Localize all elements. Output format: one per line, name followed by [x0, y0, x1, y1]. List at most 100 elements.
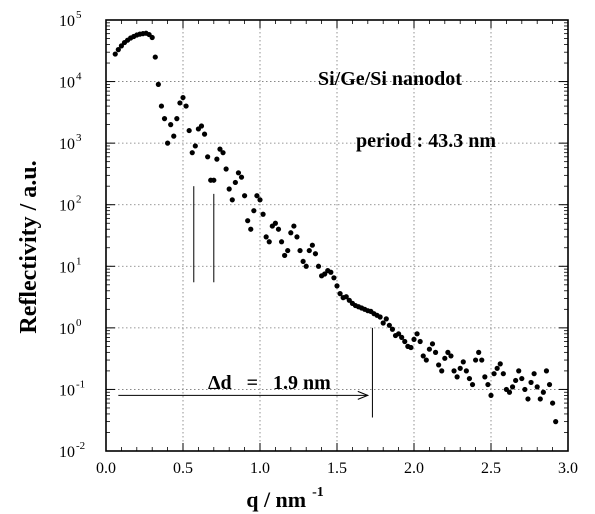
- x-axis-title-text: q / nm: [246, 487, 306, 512]
- data-point: [245, 218, 251, 224]
- data-point: [266, 239, 272, 245]
- data-point: [473, 357, 479, 363]
- x-tick-label: 0.0: [96, 460, 116, 477]
- y-tick-label: 10: [59, 259, 75, 276]
- marker-lines: [193, 186, 373, 418]
- data-point: [457, 365, 463, 371]
- delta-arrow: [118, 390, 370, 400]
- y-tick-label: 10: [59, 13, 75, 30]
- y-tick-label-exponent: -1: [76, 378, 85, 390]
- data-point: [186, 127, 192, 134]
- data-point: [436, 362, 442, 368]
- data-point: [476, 349, 482, 355]
- y-tick-label-exponent: 3: [76, 132, 82, 144]
- y-tick-label-exponent: 1: [76, 255, 82, 267]
- data-point: [306, 247, 312, 254]
- data-point: [439, 368, 445, 374]
- x-axis-title: q / nm -1: [246, 485, 324, 512]
- data-point: [174, 116, 180, 122]
- data-point: [534, 384, 540, 390]
- data-point: [377, 314, 383, 320]
- y-tick-label: 10: [59, 198, 75, 215]
- data-point: [229, 197, 235, 203]
- data-point: [411, 336, 417, 342]
- data-point: [506, 389, 513, 395]
- axis-ticks: [105, 19, 569, 452]
- y-tick-label-exponent: 0: [76, 317, 82, 329]
- data-point: [226, 186, 232, 192]
- y-tick-label-exponent: 2: [76, 194, 82, 206]
- data-point: [408, 344, 414, 351]
- x-tick-label: 3.0: [558, 460, 578, 477]
- data-point: [211, 177, 217, 183]
- data-point: [417, 338, 423, 345]
- data-point: [386, 322, 392, 328]
- data-point: [309, 242, 315, 248]
- x-axis-title-exponent: -1: [312, 485, 324, 500]
- y-tick-label-base: 10: [59, 198, 75, 215]
- data-point: [432, 349, 439, 355]
- data-points: [112, 30, 559, 425]
- data-point: [220, 150, 226, 156]
- y-tick-label: 10: [59, 444, 75, 461]
- data-point: [223, 166, 229, 172]
- data-point: [214, 156, 220, 162]
- data-point: [546, 381, 553, 388]
- data-point: [257, 197, 263, 203]
- data-point: [285, 247, 291, 254]
- data-point: [263, 234, 269, 240]
- data-point: [399, 334, 405, 340]
- data-point: [466, 375, 473, 382]
- y-axis-title: Reflectivity / a.u.: [16, 160, 42, 333]
- data-point: [260, 211, 266, 217]
- data-point: [158, 103, 165, 109]
- data-point: [420, 353, 426, 359]
- data-point: [500, 371, 506, 377]
- data-point: [479, 357, 485, 363]
- y-tick-label: 10: [59, 382, 75, 399]
- data-point: [251, 208, 257, 214]
- data-point: [509, 384, 516, 390]
- data-point: [451, 368, 457, 374]
- data-point: [189, 150, 195, 156]
- data-point: [112, 51, 118, 57]
- y-tick-label-base: 10: [59, 321, 75, 338]
- data-point: [217, 146, 223, 152]
- data-point: [192, 143, 198, 149]
- data-point: [288, 230, 294, 236]
- data-point: [463, 368, 469, 374]
- data-point: [152, 54, 158, 60]
- data-point: [300, 258, 306, 265]
- data-point: [402, 338, 408, 345]
- data-point: [254, 193, 260, 199]
- data-point: [469, 381, 476, 388]
- data-point: [118, 43, 124, 49]
- data-point: [525, 396, 531, 402]
- data-point: [454, 374, 460, 380]
- y-tick-label-base: 10: [59, 13, 75, 30]
- data-point: [531, 371, 537, 377]
- annotation-delta: Δd = 1.9 nm: [208, 372, 331, 394]
- grid: [106, 20, 568, 451]
- data-point: [519, 375, 525, 382]
- data-point: [540, 389, 546, 395]
- data-point: [426, 346, 432, 352]
- data-point: [448, 353, 454, 359]
- data-point: [337, 291, 343, 297]
- data-point: [543, 368, 550, 374]
- data-point: [328, 269, 334, 275]
- y-tick-label-base: 10: [59, 382, 75, 399]
- x-tick-labels: 0.0 0.5 1.0 1.5 2.0 2.5 3.0: [96, 460, 578, 477]
- y-tick-label: 10: [59, 321, 75, 338]
- data-point: [513, 377, 519, 384]
- data-point: [275, 226, 282, 232]
- y-tick-label: 10: [59, 75, 75, 92]
- data-point: [235, 170, 242, 176]
- data-point: [522, 386, 528, 393]
- data-point: [291, 223, 297, 229]
- data-point: [423, 357, 429, 363]
- data-point: [429, 341, 436, 347]
- y-tick-label: 10: [59, 136, 75, 153]
